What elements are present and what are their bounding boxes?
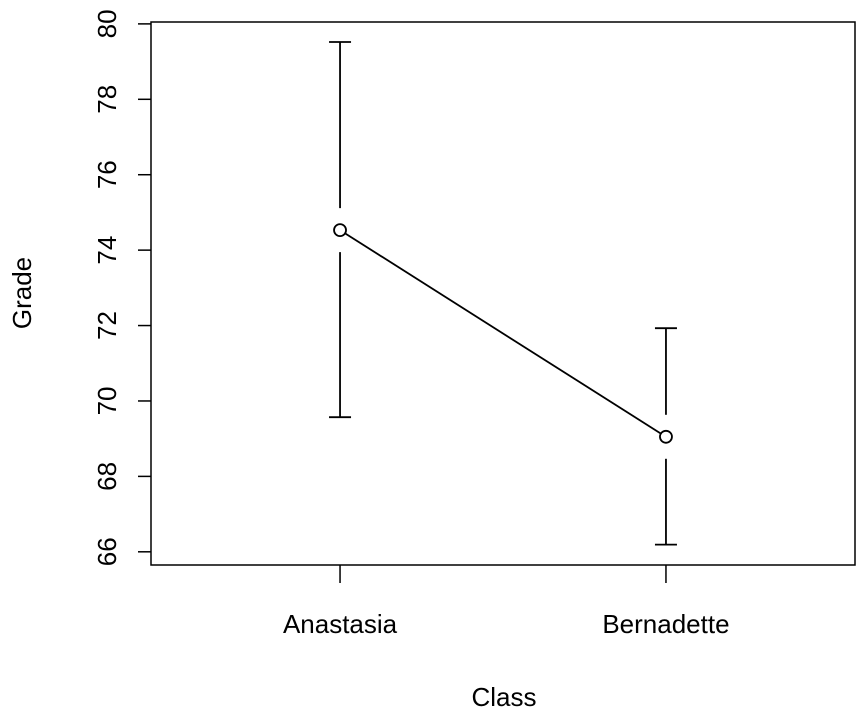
x-tick-label: Bernadette bbox=[602, 609, 729, 639]
x-axis: Anastasia Bernadette bbox=[283, 565, 730, 639]
y-axis-label: Grade bbox=[7, 257, 37, 329]
y-tick-label: 78 bbox=[92, 85, 122, 114]
y-tick-label: 66 bbox=[92, 537, 122, 566]
x-tick-label: Anastasia bbox=[283, 609, 398, 639]
y-tick-label: 70 bbox=[92, 387, 122, 416]
plot-box bbox=[150, 21, 856, 566]
data-marks bbox=[329, 41, 677, 546]
y-tick-label: 76 bbox=[92, 160, 122, 189]
series-line bbox=[344, 232, 662, 435]
data-point bbox=[659, 429, 673, 444]
data-point bbox=[333, 223, 347, 238]
y-tick-label: 74 bbox=[92, 236, 122, 265]
y-axis: 66 68 70 72 74 76 78 80 bbox=[92, 9, 151, 566]
x-axis-label: Class bbox=[471, 682, 536, 712]
y-tick-label: 68 bbox=[92, 462, 122, 491]
y-tick-label: 72 bbox=[92, 311, 122, 340]
y-tick-label: 80 bbox=[92, 9, 122, 38]
